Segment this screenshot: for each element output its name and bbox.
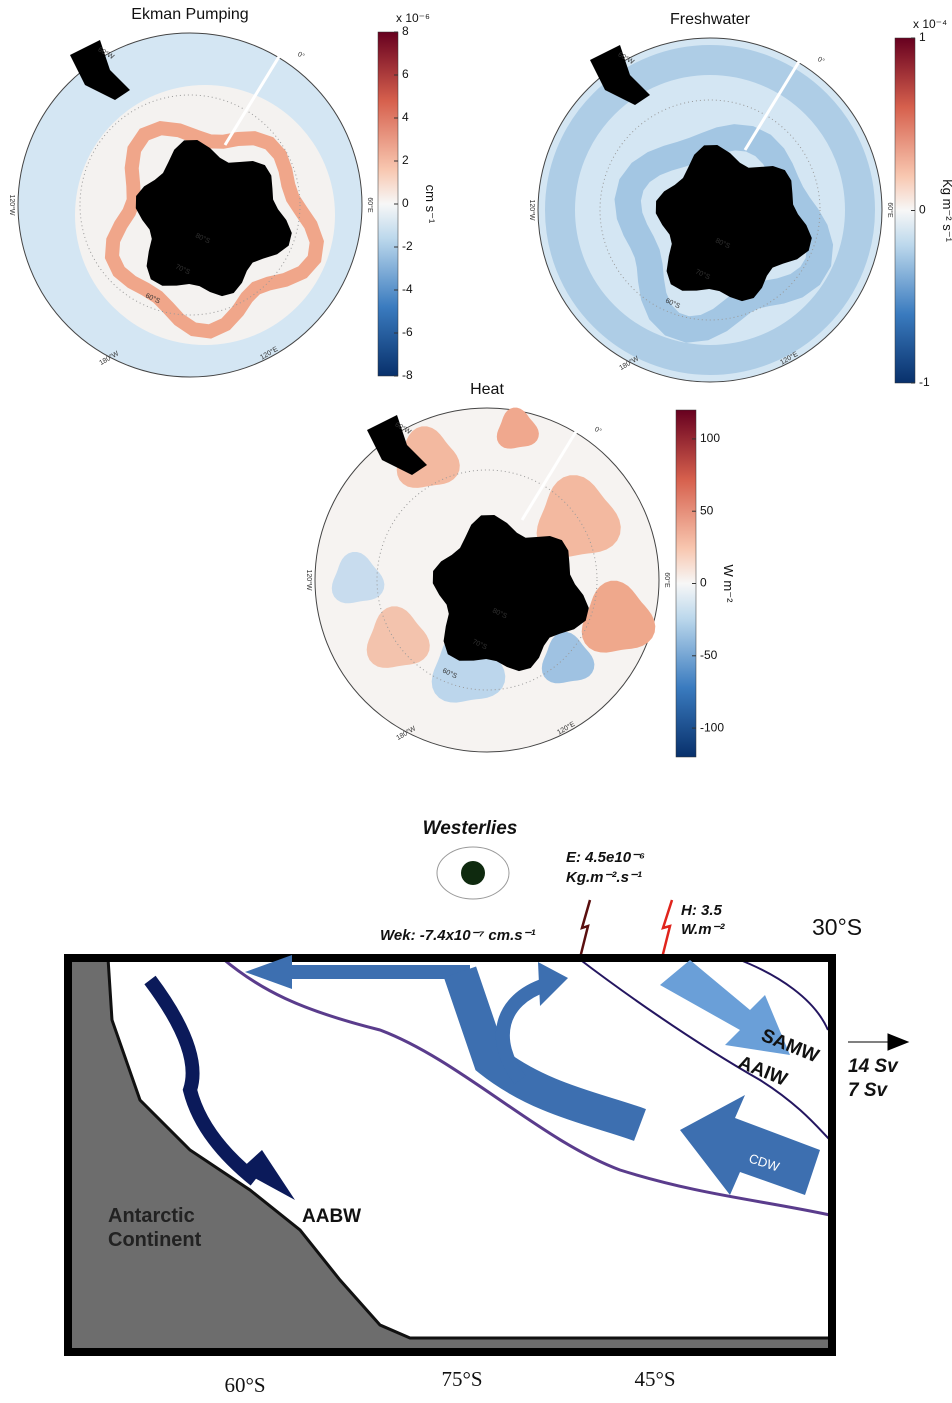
h-flux-bolt (660, 899, 674, 959)
samw-label: SAMW (758, 1025, 822, 1067)
wind-dot (461, 861, 485, 885)
meridian (743, 59, 802, 151)
arrow-head (240, 1150, 295, 1200)
lon-label: 120°W (8, 194, 16, 215)
map-title: Ekman Pumping (131, 6, 248, 23)
antarctica (655, 145, 812, 302)
peninsula (367, 415, 427, 475)
x-label: 45°S (634, 1367, 675, 1391)
wind-symbol (436, 846, 510, 900)
lon-label: 0° (593, 425, 603, 435)
map-title: Heat (470, 381, 504, 398)
colorbar-exponent: x 10⁻⁶ (396, 11, 430, 25)
colorbar-tick-label: 1 (919, 30, 926, 44)
colorbar-tick-label: -1 (919, 375, 930, 389)
samw-arrow (660, 960, 790, 1055)
schematic: Westerlies E: 4.5e10⁻⁶ Kg.m⁻².s⁻¹ H: 3.5… (64, 818, 910, 1397)
colorbar-tick-label: 100 (700, 431, 720, 445)
colorbar-tick-label: -50 (700, 648, 718, 662)
section-frame (64, 954, 836, 1356)
lon-label: 120°W (528, 199, 536, 220)
antarctica (135, 140, 292, 297)
transport-label: 14 Sv (848, 1056, 899, 1077)
e-flux: E: 4.5e10⁻⁶ (566, 849, 645, 866)
lon-label: 60°E (886, 202, 894, 218)
colorbar-label: Kg m⁻² s⁻¹ (940, 179, 952, 243)
lon-label: 60°E (366, 197, 374, 213)
x-label: 75°S (441, 1367, 482, 1391)
colorbar-tick-label: 8 (402, 24, 409, 38)
colorbar-tick-label: -2 (402, 239, 413, 253)
cdw-arrow (680, 1095, 820, 1195)
isopycnal (734, 957, 829, 1031)
meridian (223, 54, 282, 146)
arrow-head (538, 962, 568, 1006)
wek-label: Wek: -7.4x10⁻⁷ cm.s⁻¹ (380, 927, 536, 944)
e-flux-bolt (578, 899, 592, 959)
colorbar-tick-label: -6 (402, 325, 413, 339)
continent-label: Antarctic (108, 1205, 195, 1227)
transport-label: 7 Sv (848, 1080, 889, 1101)
field-band (614, 124, 834, 343)
colorbar-tick-label: 6 (402, 67, 409, 81)
lon-label: 60°E (663, 572, 671, 588)
isopycnal (577, 957, 831, 1141)
colorbar-tick-label: -8 (402, 368, 413, 382)
aabw-label: AABW (302, 1206, 361, 1227)
h-flux: H: 3.5 (681, 902, 723, 919)
lat-circle (599, 99, 821, 321)
lat-circle (376, 469, 598, 691)
field-band (545, 45, 875, 375)
transport-arrow (848, 1033, 910, 1051)
colorbar-exponent: x 10⁻⁴ (913, 17, 947, 31)
field-patch (581, 580, 656, 653)
h-units: W.m⁻² (681, 921, 725, 938)
peninsula (590, 45, 650, 105)
isopycnal (221, 956, 831, 1217)
map-title: Freshwater (670, 11, 751, 28)
upwelling-arrow (495, 978, 548, 1085)
upper-cell-arrow (443, 966, 646, 1141)
field-patch (536, 475, 621, 558)
colorbar-tick-label: 0 (700, 576, 707, 590)
x-label: 60°S (224, 1373, 265, 1397)
antarctica (432, 515, 589, 672)
peninsula (70, 40, 130, 100)
aaiw-label: AAIW (735, 1052, 790, 1090)
lat-circle (79, 94, 301, 316)
field-band (104, 121, 324, 339)
colorbar-label: W m⁻² (721, 565, 736, 604)
colorbar-tick-label: 0 (402, 196, 409, 210)
lon-label: 120°W (305, 569, 313, 590)
north-lat: 30°S (812, 914, 862, 940)
continent-label: Continent (108, 1229, 202, 1251)
colorbar-tick-label: 50 (700, 503, 714, 517)
lon-label: 0° (296, 50, 306, 60)
westerlies-label: Westerlies (423, 818, 518, 839)
colorbar-tick-label: 2 (402, 153, 409, 167)
field-patch (541, 632, 595, 684)
aabw-arrow (144, 975, 260, 1186)
colorbar-label: cm s⁻¹ (423, 185, 438, 224)
e-units: Kg.m⁻².s⁻¹ (566, 869, 642, 886)
colorbar-tick-label: 0 (919, 203, 926, 217)
colorbar-tick-label: -4 (402, 282, 413, 296)
meridian (520, 429, 579, 521)
field-patch (366, 606, 430, 668)
field-patch (331, 552, 385, 604)
arrow-head (245, 955, 292, 989)
lon-label: 0° (816, 55, 826, 65)
colorbar-tick-label: -100 (700, 720, 724, 734)
field-patch (496, 407, 539, 449)
colorbar-tick-label: 4 (402, 110, 409, 124)
